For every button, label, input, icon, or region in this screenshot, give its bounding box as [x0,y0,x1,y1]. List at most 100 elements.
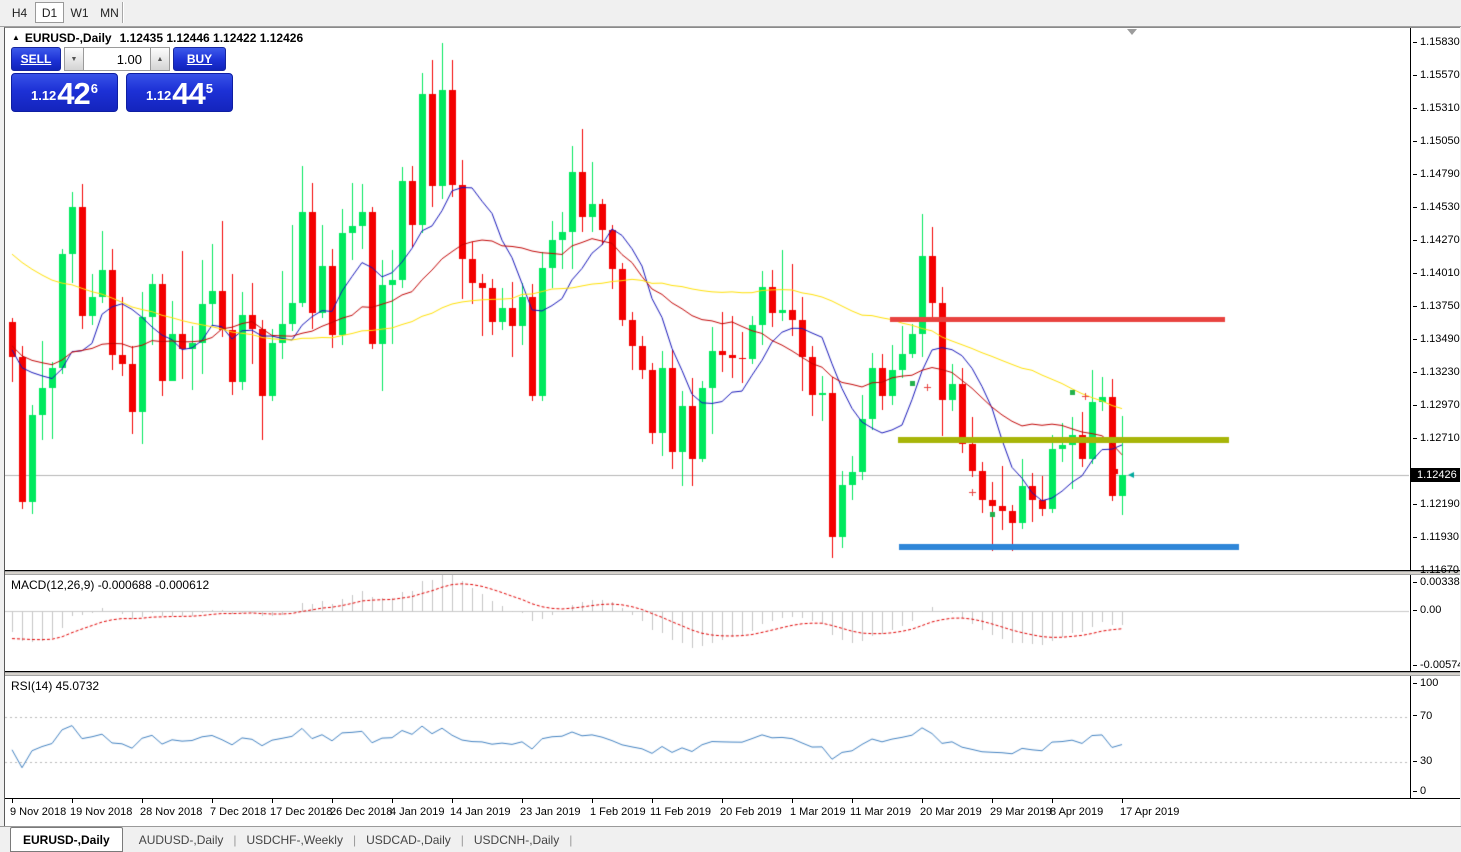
buy-button[interactable]: BUY [173,47,226,71]
main-chart-canvas[interactable] [5,28,1409,571]
volume-increase-button[interactable]: ▲ [150,47,170,71]
price-axis-tick: 1.12710 [1413,432,1460,446]
price-axis-tick: 1.14010 [1413,267,1460,281]
tab-separator: | [569,832,573,847]
time-axis-label: 17 Apr 2019 [1120,806,1180,818]
buy-price-prefix: 1.12 [145,88,172,103]
macd-indicator-pane: MACD(12,26,9) -0.000688 -0.000612 0.0033… [5,575,1460,672]
time-axis-label: 20 Mar 2019 [920,806,982,818]
chart-symbol-label: EURUSD-,Daily [24,31,112,45]
price-axis-tick: 1.12970 [1413,399,1460,413]
time-axis-tick [722,799,723,803]
price-axis-tick: 1.15570 [1413,69,1460,83]
time-axis-label: 19 Nov 2018 [70,806,133,818]
macd-indicator-label: MACD(12,26,9) -0.000688 -0.000612 [11,578,210,592]
time-axis-tick [72,799,73,803]
price-axis-tick: 1.13490 [1413,333,1460,347]
time-axis-label: 23 Jan 2019 [520,806,581,818]
price-axis-tick: 1.14790 [1413,168,1460,182]
price-axis-tick: 1.12190 [1413,498,1460,512]
time-axis-tick [392,799,393,803]
macd-axis-tick: 0.00 [1413,604,1441,618]
rsi-indicator-label: RSI(14) 45.0732 [11,679,100,693]
tab-separator: | [352,832,357,847]
price-axis-tick: 1.11930 [1413,531,1459,545]
sell-button[interactable]: SELL [11,47,61,71]
time-axis[interactable]: 9 Nov 2018 19 Nov 2018 28 Nov 2018 7 Dec 20… [5,799,1460,824]
time-axis-tick [1122,799,1123,803]
rsi-axis-tick: 30 [1413,755,1432,769]
time-axis-tick [1052,799,1053,803]
tab-separator: | [460,832,464,847]
pane-splitter[interactable] [5,571,1460,575]
main-price-pane: ▲ EURUSD-,Daily 1.12435 1.12446 1.12422 1.… [5,28,1460,576]
time-axis-tick [592,799,593,803]
toolbar-separator [122,2,124,23]
chart-tabs-bar: EURUSD-,Daily AUDUSD-,Daily | USDCHF-,Weekl… [0,826,1461,852]
collapse-panel-icon[interactable]: ▲ [12,33,20,42]
volume-decrease-button[interactable]: ▼ [64,47,84,71]
sell-price-pipette: 6 [90,81,99,96]
time-axis-label: 11 Mar 2019 [850,806,911,818]
chart-tab-usdcad[interactable]: USDCAD-,Daily [366,832,451,847]
chart-tab-usdcnh[interactable]: USDCNH-,Daily [473,832,560,847]
price-axis-tick: 1.13230 [1413,366,1460,380]
macd-axis-tick: 0.003386 [1413,576,1460,590]
chart-shift-marker-icon[interactable] [1127,29,1137,35]
time-axis-tick [272,799,273,803]
price-axis-tick: 1.15050 [1413,135,1460,149]
price-axis-tick: 1.15830 [1413,36,1460,50]
time-axis-label: 14 Jan 2019 [450,806,511,818]
timeframe-button-mn[interactable]: MN [95,2,124,23]
timeframe-button-h4[interactable]: H4 [5,2,34,23]
rsi-indicator-pane: RSI(14) 45.0732 100 70 30 0 [5,676,1460,799]
time-axis-label: 9 Nov 2018 [10,806,67,818]
price-axis-tick: 1.14270 [1413,234,1460,248]
price-axis-tick: 1.15310 [1413,102,1460,116]
price-axis-tick: 1.14530 [1413,201,1460,215]
time-axis-tick [522,799,523,803]
arrow-down-icon: ▼ [70,55,78,63]
time-axis-tick [992,799,993,803]
time-axis-label: 26 Dec 2018 [330,806,393,818]
arrow-up-icon: ▲ [156,55,164,63]
macd-axis[interactable]: 0.003386 0.00 -0.00574 [1410,575,1460,671]
time-axis-label: 4 Jan 2019 [390,806,445,818]
chart-ohlc-values: 1.12435 1.12446 1.12422 1.12426 [119,31,304,45]
sell-price-big: 42 [57,75,90,111]
sell-price-display[interactable]: 1.12 42 6 [11,73,118,112]
time-axis-label: 11 Feb 2019 [650,806,711,818]
time-axis-label: 17 Dec 2018 [270,806,333,818]
time-axis-label: 1 Mar 2019 [790,806,846,818]
pane-splitter[interactable] [5,672,1460,676]
timeframe-button-d1[interactable]: D1 [35,2,64,23]
chart-tab-audusd[interactable]: AUDUSD-,Daily [138,832,224,847]
time-axis-tick [792,799,793,803]
rsi-axis-tick: 70 [1413,710,1432,724]
buy-price-big: 44 [172,75,205,111]
chart-title: ▲ EURUSD-,Daily 1.12435 1.12446 1.12422 1.… [12,31,303,45]
timeframe-buttons: H4 D1 W1 MN [5,2,125,23]
timeframe-button-w1[interactable]: W1 [65,2,94,23]
time-axis-label: 29 Mar 2019 [990,806,1052,818]
rsi-canvas[interactable] [5,676,1409,799]
volume-input[interactable] [84,47,150,71]
macd-canvas[interactable] [5,575,1409,672]
time-axis-label: 7 Dec 2018 [210,806,267,818]
chart-tab-usdchf[interactable]: USDCHF-,Weekly [246,832,343,847]
chart-window: ▲ EURUSD-,Daily 1.12435 1.12446 1.12422 1.… [4,27,1460,826]
time-axis-label: 28 Nov 2018 [140,806,203,818]
price-axis[interactable]: 1.12426 1.15830 1.15570 1.15310 1.15050 1.14… [1410,28,1460,576]
price-axis-tick: 1.13750 [1413,300,1460,314]
macd-axis-tick: -0.00574 [1413,659,1460,673]
time-axis-tick [452,799,453,803]
buy-price-pipette: 5 [205,81,214,96]
rsi-axis[interactable]: 100 70 30 0 [1410,676,1460,798]
time-axis-tick [922,799,923,803]
rsi-axis-tick: 0 [1413,785,1426,799]
buy-price-display[interactable]: 1.12 44 5 [126,73,233,112]
tab-separator: | [233,832,237,847]
chart-tab-eurusd[interactable]: EURUSD-,Daily [10,827,123,852]
time-axis-label: 20 Feb 2019 [720,806,782,818]
